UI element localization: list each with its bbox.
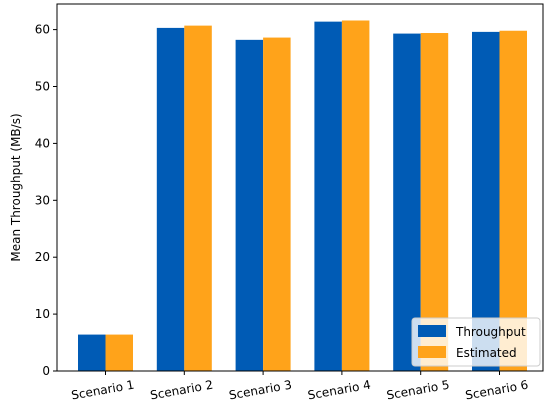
bar-throughput-1 xyxy=(78,334,106,371)
bar-throughput-2 xyxy=(156,27,185,371)
plot-frame xyxy=(56,3,544,372)
y-tick-label: 40 xyxy=(35,136,50,150)
y-tick-label: 10 xyxy=(35,307,50,321)
x-tick-label: Scenario 5 xyxy=(385,378,450,403)
legend-swatch-throughput xyxy=(418,325,446,337)
bar-throughput-4 xyxy=(314,21,342,371)
bar-estimated-2 xyxy=(184,25,212,372)
x-tick-label: Scenario 1 xyxy=(70,378,135,403)
bar-estimated-3 xyxy=(263,37,291,371)
x-tick-label: Scenario 6 xyxy=(464,378,529,403)
bar-throughput-5 xyxy=(393,33,421,372)
y-tick-label: 30 xyxy=(35,193,50,207)
legend-label-throughput: Throughput xyxy=(455,325,526,339)
bar-estimated-5 xyxy=(420,33,449,371)
bar-estimated-4 xyxy=(341,20,370,372)
y-tick-label: 0 xyxy=(42,364,50,378)
bars-layer xyxy=(78,20,527,372)
y-tick-label: 50 xyxy=(35,80,50,94)
y-axis-label: Mean Throughput (MB/s) xyxy=(9,113,23,261)
y-tick-label: 60 xyxy=(35,23,50,37)
x-tick-label: Scenario 3 xyxy=(228,378,293,403)
x-tick-label: Scenario 2 xyxy=(149,378,214,403)
bar-throughput-6 xyxy=(472,31,500,372)
legend-swatch-estimated xyxy=(418,346,446,358)
x-tick-label: Scenario 4 xyxy=(307,378,372,403)
legend-label-estimated: Estimated xyxy=(456,346,517,360)
legend: Throughput Estimated xyxy=(411,317,541,367)
bar-estimated-1 xyxy=(105,334,133,371)
axes-layer xyxy=(56,3,544,372)
y-tick-label: 20 xyxy=(35,250,50,264)
bar-throughput-3 xyxy=(235,39,264,372)
bar-estimated-6 xyxy=(499,30,527,371)
